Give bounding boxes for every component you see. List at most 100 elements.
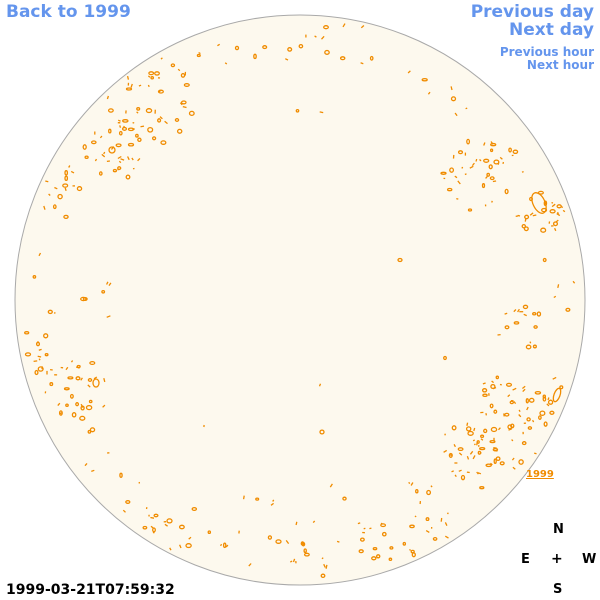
contour-mark bbox=[57, 402, 61, 407]
contour-mark bbox=[90, 140, 97, 145]
contour-mark bbox=[532, 344, 537, 349]
contour-mark bbox=[477, 472, 482, 475]
contour-mark bbox=[449, 167, 455, 173]
contour-mark bbox=[108, 282, 112, 286]
contour-mark bbox=[38, 358, 41, 361]
contour-mark bbox=[319, 429, 325, 435]
contour-mark bbox=[551, 203, 556, 208]
contour-mark bbox=[103, 378, 106, 383]
contour-layer bbox=[24, 23, 576, 579]
contour-mark bbox=[490, 426, 498, 433]
contour-mark bbox=[402, 541, 407, 546]
back-to-year-link[interactable]: Back to 1999 bbox=[6, 2, 131, 22]
contour-mark bbox=[454, 175, 458, 179]
contour-mark bbox=[298, 43, 304, 49]
contour-mark bbox=[121, 126, 128, 131]
contour-mark bbox=[119, 472, 123, 478]
contour-mark bbox=[526, 417, 531, 422]
contour-mark bbox=[164, 120, 168, 125]
next-day-link[interactable]: Next day bbox=[509, 20, 594, 40]
contour-mark bbox=[185, 543, 192, 549]
contour-mark bbox=[409, 548, 412, 551]
contour-mark bbox=[287, 47, 293, 52]
contour-mark bbox=[84, 462, 88, 467]
contour-mark bbox=[360, 62, 364, 65]
contour-mark bbox=[289, 560, 293, 563]
contour-mark bbox=[84, 155, 89, 159]
contour-mark bbox=[557, 284, 560, 289]
contour-mark bbox=[166, 518, 173, 524]
contour-mark bbox=[466, 455, 470, 460]
contour-mark bbox=[87, 384, 91, 388]
contour-mark bbox=[372, 547, 378, 551]
contour-mark bbox=[518, 459, 524, 465]
contour-mark bbox=[176, 128, 183, 134]
contour-mark bbox=[543, 421, 548, 427]
contour-mark bbox=[450, 86, 453, 91]
contour-mark bbox=[80, 296, 87, 302]
contour-mark bbox=[130, 83, 133, 88]
contour-mark bbox=[410, 549, 415, 554]
contour-mark bbox=[430, 485, 433, 488]
contour-mark bbox=[303, 548, 307, 554]
contour-mark bbox=[454, 112, 458, 117]
region-label[interactable]: 1999 bbox=[526, 469, 554, 480]
contour-mark bbox=[507, 394, 511, 398]
contour-mark bbox=[477, 450, 482, 455]
contour-mark bbox=[342, 496, 347, 501]
contour-mark bbox=[65, 403, 69, 407]
contour-mark bbox=[465, 107, 468, 110]
contour-mark bbox=[75, 376, 81, 381]
previous-hour-link[interactable]: Previous hour bbox=[499, 45, 594, 59]
contour-mark bbox=[451, 425, 457, 431]
contour-mark bbox=[482, 382, 486, 385]
contour-mark bbox=[106, 95, 110, 100]
contour-mark bbox=[64, 175, 69, 182]
contour-mark bbox=[540, 227, 547, 233]
contour-mark bbox=[493, 458, 497, 465]
contour-mark bbox=[169, 547, 172, 551]
contour-mark bbox=[270, 502, 274, 506]
contour-mark bbox=[523, 226, 529, 232]
contour-mark bbox=[58, 410, 63, 416]
contour-mark bbox=[126, 75, 130, 80]
contour-mark bbox=[75, 402, 80, 407]
contour-mark bbox=[224, 62, 228, 65]
contour-mark bbox=[32, 275, 37, 279]
contour-mark bbox=[425, 530, 430, 533]
contour-mark bbox=[479, 486, 485, 490]
contour-mark bbox=[521, 385, 526, 390]
contour-mark bbox=[153, 513, 159, 518]
contour-mark bbox=[542, 396, 547, 402]
contour-mark bbox=[89, 360, 96, 366]
contour-mark bbox=[536, 311, 542, 317]
contour-mark bbox=[489, 462, 493, 466]
contour-mark bbox=[542, 257, 547, 263]
contour-mark bbox=[122, 509, 126, 513]
next-hour-link[interactable]: Next hour bbox=[526, 58, 594, 72]
contour-mark bbox=[48, 193, 51, 196]
contour-mark bbox=[295, 521, 298, 526]
contour-mark bbox=[505, 382, 513, 387]
contour-mark bbox=[37, 355, 42, 358]
contour-mark bbox=[460, 474, 466, 481]
previous-day-link[interactable]: Previous day bbox=[470, 2, 594, 22]
contour-mark bbox=[388, 557, 393, 562]
contour-mark bbox=[521, 441, 527, 446]
contour-mark bbox=[80, 377, 83, 381]
observation-timestamp: 1999-03-21T07:59:32 bbox=[6, 582, 175, 598]
contour-mark bbox=[547, 397, 550, 401]
contour-mark bbox=[397, 257, 403, 263]
contour-mark bbox=[512, 149, 519, 155]
contour-mark bbox=[480, 434, 485, 439]
contour-loop bbox=[108, 146, 116, 154]
contour-mark bbox=[525, 398, 529, 404]
contour-mark bbox=[508, 147, 512, 153]
compass-west: W bbox=[582, 552, 597, 567]
contour-mark bbox=[554, 227, 557, 232]
contour-mark bbox=[318, 383, 322, 387]
contour-mark bbox=[475, 158, 478, 162]
contour-mark bbox=[466, 138, 471, 145]
contour-mark bbox=[504, 325, 510, 330]
contour-mark bbox=[38, 252, 42, 257]
